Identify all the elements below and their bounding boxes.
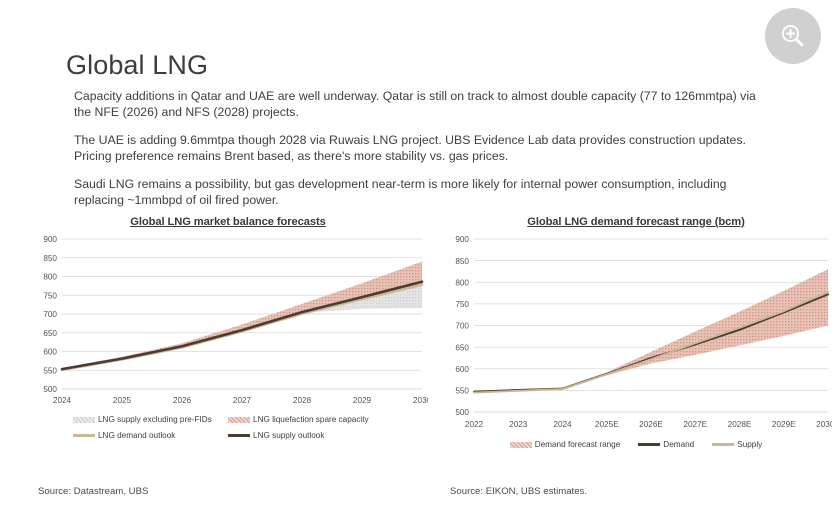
chart-title-right: Global LNG demand forecast range (bcm) [527, 216, 745, 228]
svg-text:2029: 2029 [353, 396, 372, 405]
legend-swatch [228, 434, 250, 437]
legend-item: Supply [712, 440, 762, 449]
source-right: Source: EIKON, UBS estimates. [450, 486, 588, 497]
svg-text:800: 800 [43, 273, 57, 282]
svg-text:700: 700 [455, 322, 469, 331]
legend-item: LNG liquefaction spare capacity [228, 415, 383, 424]
svg-text:600: 600 [455, 365, 469, 374]
svg-text:2026: 2026 [173, 396, 192, 405]
chart-demand-forecast-range: Global LNG demand forecast range (bcm) 5… [440, 216, 832, 449]
legend-swatch [712, 443, 735, 446]
svg-text:650: 650 [43, 329, 57, 338]
svg-text:750: 750 [455, 300, 469, 309]
svg-text:550: 550 [455, 387, 469, 396]
svg-text:650: 650 [455, 343, 469, 352]
legend-label: LNG liquefaction spare capacity [253, 415, 369, 424]
legend-item: LNG supply outlook [228, 431, 383, 440]
legend-swatch [228, 416, 250, 423]
svg-text:700: 700 [43, 310, 57, 319]
svg-text:850: 850 [43, 254, 57, 263]
paragraph-3: Saudi LNG remains a possibility, but gas… [74, 176, 727, 208]
svg-text:2024: 2024 [553, 420, 572, 429]
source-left: Source: Datastream, UBS [38, 486, 149, 497]
chart-title-left: Global LNG market balance forecasts [130, 216, 326, 228]
svg-text:2025: 2025 [113, 396, 132, 405]
svg-text:2027E: 2027E [683, 420, 707, 429]
chart-right-plot: 500 550 600 650 700 750 800 850 900 2022 2023 2024 2… [455, 235, 832, 429]
legend-item: Demand forecast range [509, 440, 621, 449]
legend-label: LNG supply outlook [253, 431, 325, 440]
svg-text:550: 550 [43, 366, 57, 375]
svg-text:2030: 2030 [413, 396, 428, 405]
svg-text:2028E: 2028E [728, 420, 752, 429]
svg-text:2030E: 2030E [816, 420, 832, 429]
legend-label: Demand forecast range [534, 440, 621, 449]
svg-text:500: 500 [455, 408, 469, 417]
svg-text:2025E: 2025E [595, 420, 619, 429]
legend-label: Supply [737, 440, 763, 449]
svg-text:750: 750 [43, 291, 57, 300]
legend-item: LNG supply excluding pre-FIDs [73, 415, 228, 424]
chart-left-plot: 500 550 600 650 700 750 800 850 900 2024 2025 2026 2… [43, 235, 428, 405]
svg-text:500: 500 [43, 385, 57, 394]
svg-text:2022: 2022 [465, 420, 484, 429]
svg-text:2023: 2023 [509, 420, 528, 429]
svg-text:600: 600 [43, 348, 57, 357]
zoom-in-button[interactable] [765, 8, 821, 64]
legend-swatch [509, 441, 532, 448]
legend-label: LNG demand outlook [98, 431, 176, 440]
legend-item: LNG demand outlook [73, 431, 228, 440]
paragraph-1: Capacity additions in Qatar and UAE are … [74, 89, 756, 120]
chart-market-balance: Global LNG market balance forecasts 500 5… [28, 216, 428, 440]
legend-item: Demand [638, 440, 694, 449]
legend-label: LNG supply excluding pre-FIDs [98, 415, 212, 424]
chart-left-legend: LNG supply excluding pre-FIDs LNG liquefa… [73, 415, 383, 440]
svg-text:2027: 2027 [233, 396, 252, 405]
paragraph-2: The UAE is adding 9.6mmtpa though 2028 v… [74, 132, 746, 164]
svg-text:850: 850 [455, 257, 469, 266]
svg-text:2026E: 2026E [639, 420, 663, 429]
legend-swatch [73, 416, 95, 423]
chart-right-legend: Demand forecast range Demand Supply [440, 440, 832, 449]
svg-text:2029E: 2029E [772, 420, 796, 429]
page-title: Global LNG [66, 50, 209, 81]
svg-text:2024: 2024 [53, 396, 72, 405]
svg-text:800: 800 [455, 278, 469, 287]
legend-swatch [73, 434, 95, 437]
zoom-in-icon [778, 21, 808, 51]
legend-swatch [638, 443, 661, 446]
svg-text:900: 900 [455, 235, 469, 244]
body-copy: Capacity additions in Qatar and UAE are … [74, 88, 774, 220]
legend-label: Demand [663, 440, 695, 449]
svg-text:2028: 2028 [293, 396, 312, 405]
svg-text:900: 900 [43, 235, 57, 244]
